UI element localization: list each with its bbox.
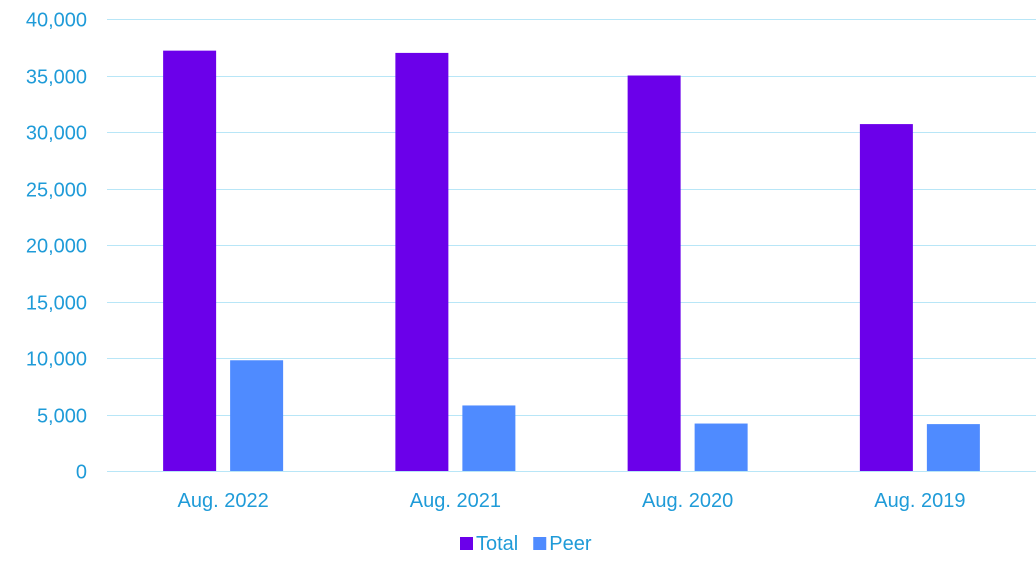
bar-total [627, 75, 681, 471]
y-tick-label: 35,000 [26, 67, 87, 89]
y-tick-label: 30,000 [26, 123, 87, 145]
x-tick-label: Aug. 2020 [642, 490, 733, 512]
y-tick-label: 15,000 [26, 293, 87, 315]
y-axis: 0 5,000 10,000 15,000 20,000 25,000 30,000 35,0… [26, 10, 87, 484]
y-tick-label: 0 [76, 462, 87, 484]
bar-peer [230, 360, 284, 471]
x-tick-label: Aug. 2019 [874, 490, 965, 512]
bar-total [163, 50, 217, 471]
y-tick-label: 10,000 [26, 349, 87, 371]
bars [163, 50, 980, 472]
y-tick-label: 25,000 [26, 180, 87, 202]
legend-swatch-peer [533, 537, 547, 550]
x-tick-label: Aug. 2022 [178, 490, 269, 512]
bar-total [859, 124, 913, 471]
bar-total [395, 52, 449, 472]
y-tick-label: 5,000 [37, 406, 87, 428]
y-tick-label: 40,000 [26, 10, 87, 32]
legend-label-total: Total [476, 533, 518, 555]
bar-peer [694, 423, 748, 471]
legend-label-peer: Peer [549, 533, 592, 555]
x-tick-label: Aug. 2021 [410, 490, 501, 512]
legend: Total Peer [460, 533, 592, 555]
bar-peer [462, 405, 516, 471]
x-axis: Aug. 2022 Aug. 2021 Aug. 2020 Aug. 2019 [178, 490, 966, 512]
legend-swatch-total [460, 537, 473, 550]
bar-peer [926, 424, 980, 471]
y-tick-label: 20,000 [26, 236, 87, 258]
